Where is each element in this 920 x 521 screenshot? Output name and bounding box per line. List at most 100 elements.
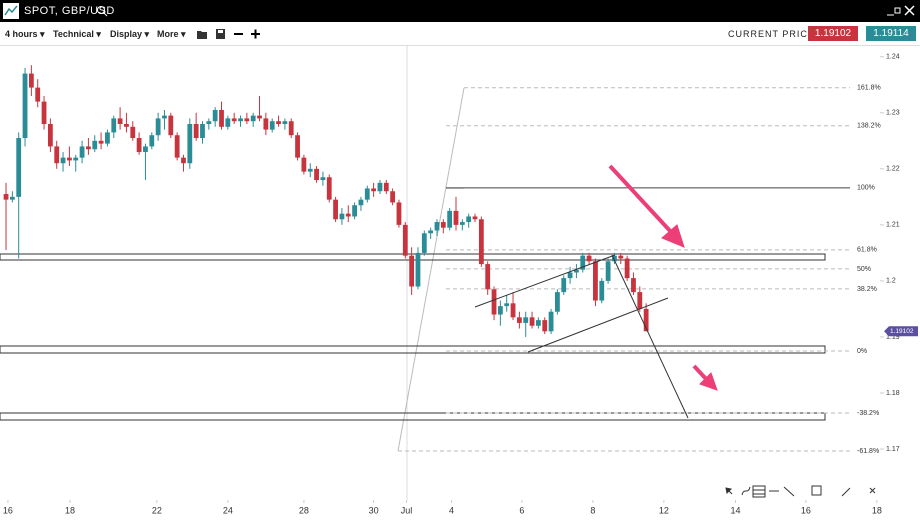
title-bar: SPOT, GBP/USD	[0, 0, 920, 22]
candle-body	[535, 320, 541, 326]
candle-body	[542, 320, 548, 332]
fib-label: 50%	[857, 266, 871, 273]
more-menu[interactable]: More ▾	[157, 29, 186, 39]
candle-body	[41, 101, 47, 125]
y-tick-label: 1.2	[886, 278, 896, 285]
x-tick-label: 16	[3, 505, 13, 515]
toolbar: 4 hours ▾ Technical ▾ Display ▾ More ▾ C…	[0, 22, 920, 46]
candle-body	[288, 121, 294, 136]
candle-body	[22, 73, 28, 139]
x-tick-label: 12	[659, 505, 669, 515]
candle-body	[421, 233, 427, 253]
candle-body	[618, 255, 624, 259]
candle-body	[339, 213, 345, 220]
x-tick-label: 24	[223, 505, 233, 515]
candle-body	[504, 303, 510, 307]
current-price-label: CURRENT PRICE:	[728, 29, 819, 39]
bid-price[interactable]: 1.19102	[808, 26, 858, 41]
technical-menu[interactable]: Technical ▾	[53, 29, 101, 39]
drawing-tools[interactable]	[725, 485, 876, 498]
candle-body	[28, 73, 34, 88]
candle-body	[593, 261, 598, 301]
candle-body	[434, 222, 440, 231]
search-icon[interactable]	[96, 5, 108, 17]
candle-body	[193, 124, 199, 139]
candle-body	[92, 140, 98, 150]
candle-body	[98, 140, 104, 144]
candle-body	[168, 115, 174, 136]
x-tick-label: 14	[730, 505, 740, 515]
candle-body	[174, 135, 180, 158]
y-tick-label: 1.23	[886, 110, 900, 117]
candle-body	[561, 278, 567, 293]
fib-label: 100%	[857, 185, 875, 192]
candle-body	[35, 87, 41, 102]
fib-anchor-line	[397, 87, 465, 452]
candle-body	[60, 157, 66, 164]
candle-body	[358, 199, 364, 206]
y-tick-label: 1.24	[886, 54, 900, 61]
candle-body	[124, 124, 129, 127]
fib-label: 0%	[857, 348, 867, 355]
candle-body	[263, 118, 269, 130]
timeframe-menu[interactable]: 4 hours ▾	[5, 29, 45, 39]
candle-body	[586, 255, 592, 262]
candle-body	[529, 317, 535, 326]
candle-body	[364, 188, 370, 200]
candle-body	[383, 182, 389, 192]
toolbar-icons[interactable]	[196, 27, 266, 41]
candle-body	[580, 255, 586, 270]
y-tick-label: 1.17	[886, 446, 900, 453]
candle-body	[143, 146, 148, 153]
candle-body	[371, 188, 377, 192]
candle-body	[162, 115, 167, 119]
candle-body	[333, 199, 338, 220]
candle-body	[86, 146, 91, 150]
candle-body	[643, 308, 649, 332]
candle-body	[447, 210, 453, 228]
window-title: SPOT, GBP/USD	[24, 5, 115, 17]
candle-body	[377, 182, 383, 192]
candle-body	[409, 255, 415, 287]
x-tick-label: 6	[519, 505, 524, 515]
candle-body	[9, 196, 15, 200]
last-price-tag	[884, 326, 918, 337]
candle-body	[155, 118, 161, 136]
display-menu[interactable]: Display ▾	[110, 29, 150, 39]
candle-body	[314, 168, 319, 181]
candle-body	[478, 219, 484, 265]
candle-body	[219, 110, 224, 127]
candle-body	[345, 213, 351, 217]
candle-body	[440, 222, 446, 228]
x-tick-label: 8	[590, 505, 595, 515]
candle-body	[352, 205, 357, 217]
ask-price[interactable]: 1.19114	[866, 26, 916, 41]
candle-body	[326, 177, 332, 200]
candle-body	[497, 306, 503, 315]
candle-body	[396, 202, 402, 225]
candle-body	[3, 194, 9, 200]
display[interactable]: Display	[110, 29, 143, 39]
x-tick-label: 28	[299, 505, 309, 515]
candle-body	[136, 138, 142, 153]
candle-body	[390, 191, 396, 203]
candle-body	[459, 222, 465, 225]
last-price-label: 1.19102	[890, 328, 914, 335]
candle-body	[599, 280, 605, 301]
zone	[0, 412, 826, 421]
channel-bottom	[527, 297, 669, 353]
window-controls[interactable]	[886, 5, 916, 17]
fib-label: -38.2%	[857, 410, 879, 417]
timeframe[interactable]: 4 hours	[5, 29, 38, 39]
candle-body	[200, 124, 205, 139]
candle-body	[516, 317, 522, 323]
more[interactable]: More	[157, 29, 179, 39]
candle-body	[555, 292, 560, 312]
technical[interactable]: Technical	[53, 29, 94, 39]
candle-body	[453, 210, 459, 225]
fib-label: 138.2%	[857, 123, 881, 130]
candle-body	[276, 121, 281, 125]
candle-body	[472, 216, 478, 220]
candle-body	[149, 135, 155, 147]
